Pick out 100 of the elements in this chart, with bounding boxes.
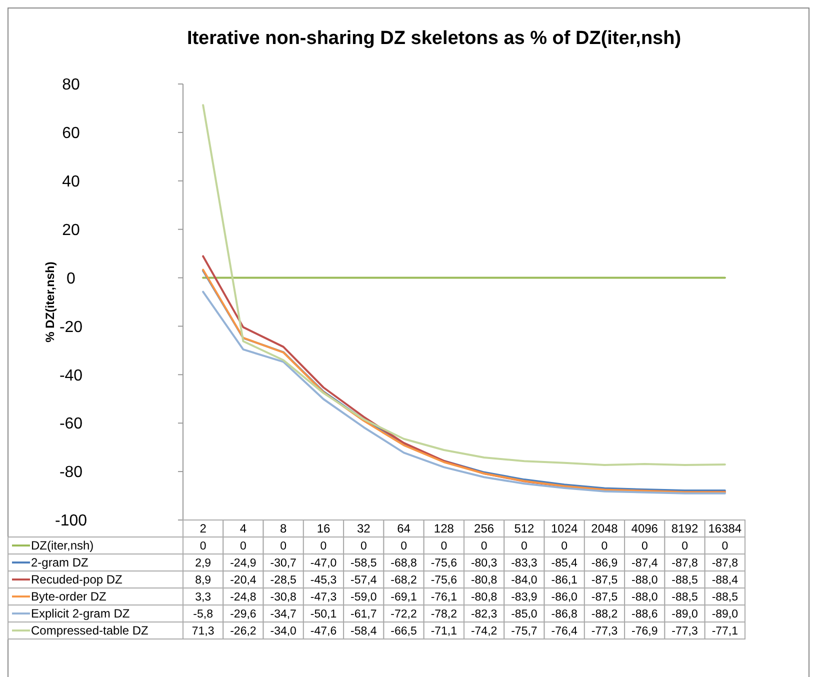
legend-label: Compressed-table DZ [31,624,148,638]
legend-label: Byte-order DZ [31,590,106,604]
data-label: -85,0 [511,608,538,621]
data-label: -71,1 [430,626,458,638]
data-label: -45,3 [310,574,337,587]
data-label: -75,7 [511,626,538,638]
data-label: -75,6 [430,558,458,570]
data-label: -77,1 [712,626,738,638]
data-label: -72,2 [390,608,417,621]
data-label: -34,0 [270,626,296,638]
data-label: -61,7 [350,608,377,621]
data-label: -84,0 [511,574,538,587]
data-label: -82,3 [470,608,498,621]
data-label: -87,4 [632,558,658,570]
data-label: -68,2 [390,574,417,587]
data-label: -68,8 [390,558,417,570]
data-label: -47,3 [310,592,337,604]
data-label: -88,4 [712,574,739,587]
data-label: 0 [682,540,688,553]
data-label: -83,9 [511,592,538,604]
data-label: -86,0 [551,592,578,604]
data-label: -80,3 [470,558,498,570]
data-label: 8,9 [195,574,212,587]
data-label: -88,0 [632,592,658,604]
data-label: -77,3 [672,626,698,638]
data-label: -30,7 [270,558,296,570]
data-label: -66,5 [390,626,417,638]
data-label: -89,0 [672,608,698,621]
y-tick-label: 80 [62,76,80,94]
data-label: -58,5 [350,558,377,570]
data-label: -88,0 [632,574,658,587]
data-label: 0 [280,540,287,553]
data-label: -85,4 [551,558,578,570]
data-label: 0 [722,540,728,553]
y-tick-label: 20 [62,222,80,239]
y-tick-label: 60 [62,125,80,142]
y-tick-label: -40 [59,367,83,384]
y-tick-label: -20 [59,318,83,336]
data-label: -69,1 [390,592,417,604]
chart-title: Iterative non-sharing DZ skeletons as % of DZ(iter,nsh) [186,28,682,49]
data-label: -76,9 [632,626,658,638]
data-label: -26,2 [230,626,256,638]
data-label: 0 [360,540,367,553]
data-label: -24,8 [230,592,256,604]
data-label: -87,8 [712,558,738,570]
data-label: 0 [440,540,448,553]
data-label: -89,0 [712,608,738,621]
x-tick-label: 32 [356,522,371,536]
data-label: -76,1 [430,592,458,604]
data-label: -88,6 [632,608,658,621]
data-label: -58,4 [350,626,378,638]
y-tick-label: -60 [59,416,83,433]
data-label: -86,8 [551,608,578,621]
y-tick-label: -100 [54,512,88,530]
data-label: -80,8 [470,574,498,587]
y-tick-label: 40 [62,173,80,190]
data-label: 3,3 [195,592,212,604]
y-tick-label: -80 [59,464,83,482]
x-tick-label: 8192 [671,522,698,536]
data-label: -50,1 [310,608,337,621]
x-tick-label: 1024 [551,522,578,536]
data-label: -20,4 [230,574,257,587]
data-label: -47,0 [310,558,337,570]
data-label: -76,4 [551,626,578,638]
data-label: -88,5 [672,592,698,604]
data-label: -30,8 [270,592,296,604]
data-label: 0 [521,540,528,553]
data-label: -86,1 [551,574,578,587]
data-label: 0 [400,540,407,553]
x-tick-label: 16 [316,522,330,536]
x-tick-label: 2048 [591,522,618,536]
data-label: -88,5 [672,574,698,587]
data-label: -87,8 [672,558,698,570]
data-label: -29,6 [230,608,256,621]
line-series [202,104,726,466]
data-label: -88,5 [712,592,738,604]
legend-label: 2-gram DZ [31,556,88,570]
data-label: 0 [480,540,488,553]
y-axis-title: % DZ(iter,nsh) [43,262,57,342]
data-label: -77,3 [591,626,618,638]
x-tick-label: 8 [280,522,288,536]
x-tick-label: 128 [434,522,454,536]
x-tick-label: 4 [240,522,247,536]
legend-label: Recuded-pop DZ [31,572,122,587]
data-label: 0 [320,540,327,553]
data-label: -80,8 [470,592,498,604]
data-label: 0 [240,540,246,553]
data-label: 2,9 [195,558,212,570]
data-label: 0 [561,540,568,553]
data-label: -5,8 [193,608,213,621]
data-label: -87,5 [591,574,618,587]
x-tick-label: 256 [474,522,494,536]
x-tick-label: 512 [514,522,535,536]
legend-label: DZ(iter,nsh) [31,538,94,553]
data-label: -86,9 [591,558,618,570]
data-label: 0 [601,540,608,553]
x-tick-label: 64 [397,522,411,536]
data-label: -75,6 [430,574,458,587]
data-label: -34,7 [270,608,296,621]
data-label: -78,2 [430,608,458,621]
